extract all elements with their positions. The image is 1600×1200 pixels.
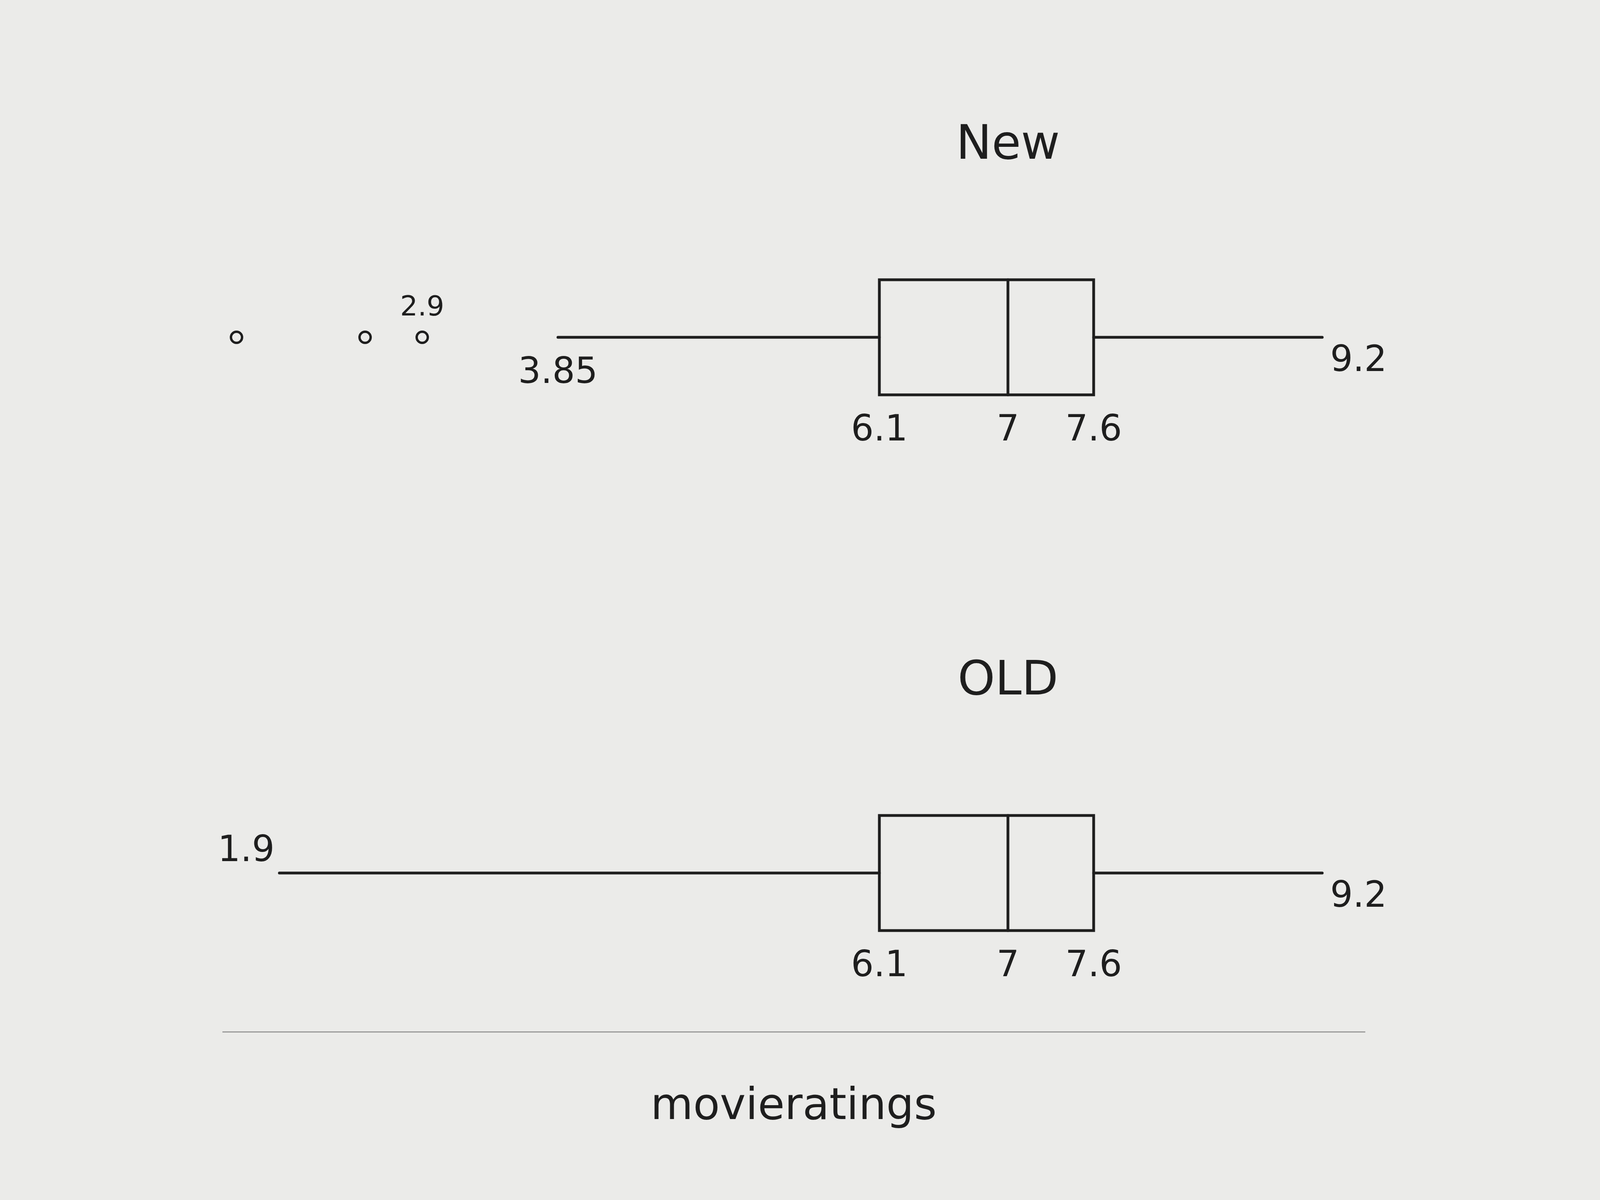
box-plot <box>279 815 1323 931</box>
box-plot <box>230 279 1323 395</box>
series-title: OLD <box>957 650 1059 706</box>
whisker-low <box>279 871 880 875</box>
marks <box>230 279 1323 931</box>
data-label: 9.2 <box>1330 337 1387 380</box>
median <box>1006 279 1010 395</box>
whisker-high <box>1093 871 1323 875</box>
box <box>879 815 1094 931</box>
median <box>1006 815 1010 931</box>
outlier <box>416 331 428 343</box>
data-label: 6.1 <box>850 407 908 449</box>
data-label: 7 <box>996 407 1020 449</box>
axis-line <box>222 1031 1366 1033</box>
data-label: 7 <box>996 942 1020 985</box>
background <box>0 0 1600 1200</box>
x-axis <box>222 1031 1366 1033</box>
series-title: New <box>955 114 1060 170</box>
chart: New 3.85 9.2 6.1 7 7.6 2.9 OLD 1.9 9.2 6.1 7 7.6 movi… <box>0 0 1600 1200</box>
data-label: 3.85 <box>518 349 598 392</box>
x-axis-label: movieratings <box>650 1078 937 1130</box>
data-label: 7.6 <box>1065 942 1122 985</box>
outlier-label: 2.9 <box>400 289 445 323</box>
data-label: 6.1 <box>850 942 908 985</box>
whisker-low <box>557 336 880 339</box>
outlier <box>230 331 243 343</box>
box <box>879 279 1094 395</box>
data-label: 1.9 <box>217 827 275 870</box>
labels: New 3.85 9.2 6.1 7 7.6 2.9 OLD 1.9 9.2 6.1 7 7.6 movi… <box>217 114 1387 1130</box>
whisker-high <box>1093 336 1323 339</box>
data-label: 9.2 <box>1330 873 1387 916</box>
data-label: 7.6 <box>1065 407 1122 449</box>
outlier <box>359 331 371 343</box>
